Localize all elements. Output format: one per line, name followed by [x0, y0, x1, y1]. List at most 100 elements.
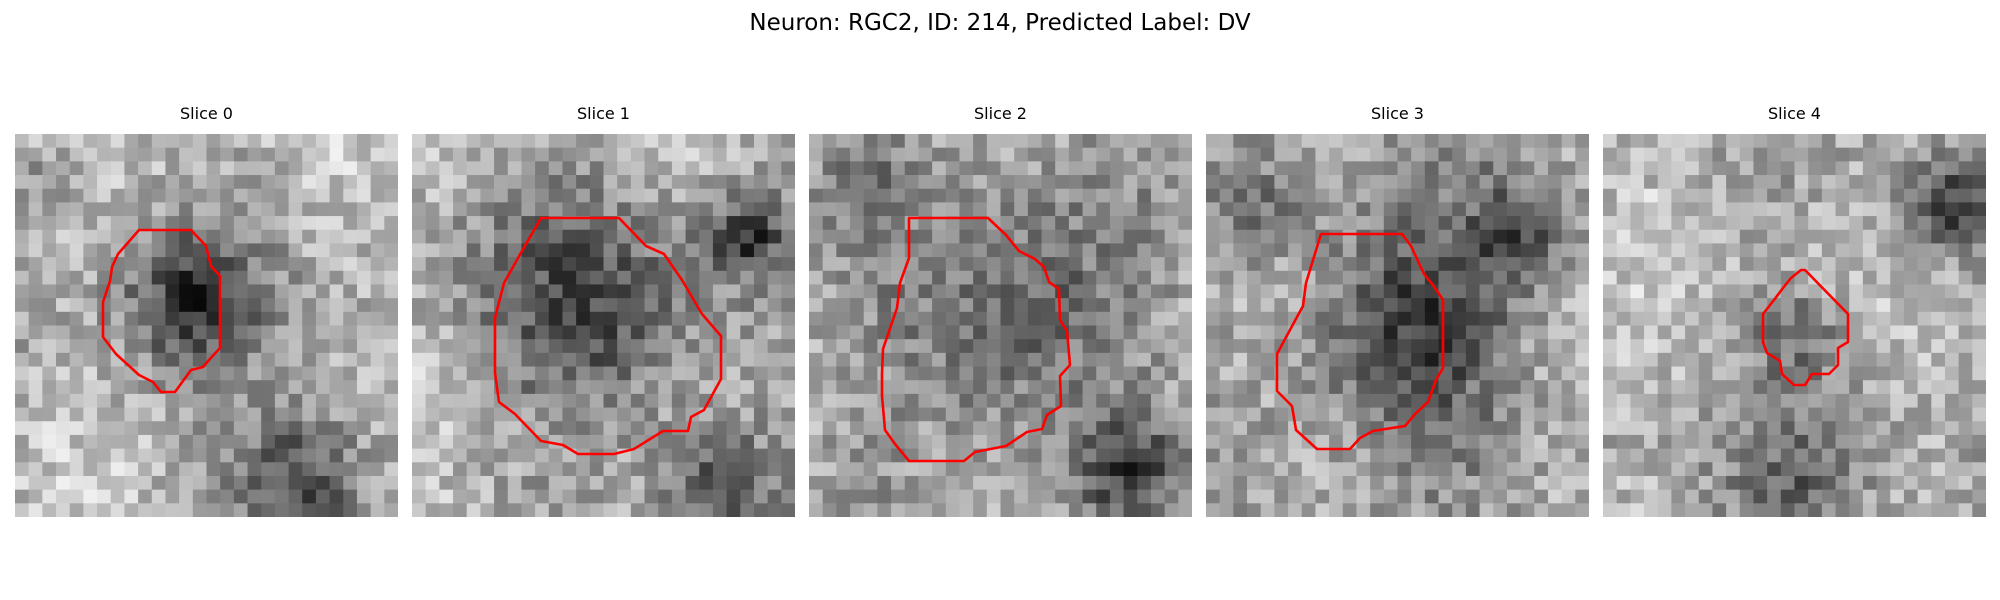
pixel	[1548, 339, 1562, 353]
pixel	[1247, 380, 1261, 394]
pixel	[1411, 367, 1425, 381]
pixel	[1165, 161, 1179, 175]
pixel	[412, 243, 426, 257]
pixel	[1548, 243, 1562, 257]
pixel	[617, 339, 631, 353]
pixel	[426, 394, 440, 408]
pixel	[1110, 408, 1124, 422]
pixel	[15, 230, 29, 244]
pixel	[1877, 435, 1891, 449]
pixel	[864, 503, 878, 517]
pixel	[1261, 298, 1275, 312]
pixel	[467, 353, 481, 367]
pixel	[1343, 189, 1357, 203]
pixel	[973, 189, 987, 203]
pixel	[56, 503, 70, 517]
pixel	[1753, 243, 1767, 257]
pixel	[754, 367, 768, 381]
pixel	[70, 367, 84, 381]
pixel	[56, 462, 70, 476]
pixel	[343, 326, 357, 340]
pixel	[1972, 243, 1986, 257]
pixel	[1548, 257, 1562, 271]
pixel	[138, 271, 152, 285]
pixel	[1110, 202, 1124, 216]
pixel	[1151, 134, 1165, 148]
pixel	[1575, 271, 1589, 285]
pixel	[973, 148, 987, 162]
pixel	[836, 462, 850, 476]
pixel	[42, 476, 56, 490]
pixel	[165, 216, 179, 230]
pixel	[836, 326, 850, 340]
pixel	[1603, 243, 1617, 257]
pixel	[617, 476, 631, 490]
pixel	[1575, 312, 1589, 326]
pixel	[1220, 435, 1234, 449]
pixel	[877, 257, 891, 271]
pixel	[1945, 421, 1959, 435]
pixel	[124, 408, 138, 422]
pixel	[1548, 367, 1562, 381]
pixel	[97, 462, 111, 476]
pixel	[1849, 271, 1863, 285]
pixel	[1808, 503, 1822, 517]
pixel	[1849, 189, 1863, 203]
pixel	[535, 353, 549, 367]
pixel	[1781, 408, 1795, 422]
pixel	[699, 408, 713, 422]
pixel	[480, 216, 494, 230]
pixel	[672, 243, 686, 257]
pixel	[1658, 230, 1672, 244]
pixel	[1452, 134, 1466, 148]
pixel	[1096, 326, 1110, 340]
pixel	[1370, 202, 1384, 216]
pixel	[576, 298, 590, 312]
pixel	[1904, 421, 1918, 435]
pixel	[56, 298, 70, 312]
pixel	[1288, 380, 1302, 394]
pixel	[1124, 284, 1138, 298]
pixel	[932, 394, 946, 408]
pixel	[1370, 189, 1384, 203]
pixel	[426, 175, 440, 189]
pixel	[699, 476, 713, 490]
pixel	[1671, 243, 1685, 257]
pixel	[1795, 189, 1809, 203]
pixel	[1712, 202, 1726, 216]
pixel	[905, 148, 919, 162]
pixel	[152, 271, 166, 285]
pixel	[918, 408, 932, 422]
pixel	[1206, 476, 1220, 490]
pixel	[1493, 175, 1507, 189]
pixel	[1562, 435, 1576, 449]
pixel	[302, 449, 316, 463]
pixel	[357, 134, 371, 148]
pixel	[220, 503, 234, 517]
pixel	[1795, 161, 1809, 175]
pixel	[330, 503, 344, 517]
pixel	[1890, 326, 1904, 340]
pixel	[1849, 326, 1863, 340]
pixel	[1808, 435, 1822, 449]
pixel	[1110, 421, 1124, 435]
pixel	[1206, 435, 1220, 449]
pixel	[1781, 353, 1795, 367]
pixel	[850, 312, 864, 326]
pixel	[261, 271, 275, 285]
pixel	[1945, 435, 1959, 449]
pixel	[439, 421, 453, 435]
pixel	[658, 435, 672, 449]
pixel	[426, 503, 440, 517]
pixel	[412, 435, 426, 449]
pixel	[330, 353, 344, 367]
pixel	[1575, 435, 1589, 449]
pixel	[193, 175, 207, 189]
pixel	[1384, 326, 1398, 340]
pixel	[1890, 298, 1904, 312]
pixel	[1480, 148, 1494, 162]
pixel	[1753, 284, 1767, 298]
pixel	[1165, 189, 1179, 203]
pixel	[179, 408, 193, 422]
pixel	[384, 189, 398, 203]
